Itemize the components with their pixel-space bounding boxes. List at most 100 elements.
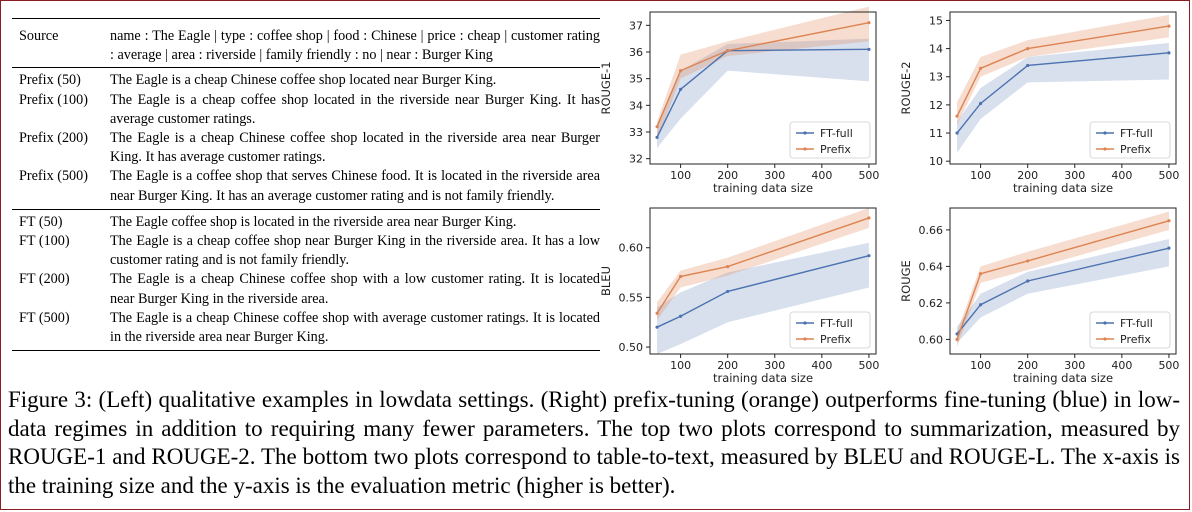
x-tick-label: 400 xyxy=(1111,169,1132,182)
x-tick-label: 300 xyxy=(1064,359,1085,372)
row-text: The Eagle is a cheap Chinese coffee shop… xyxy=(110,130,600,166)
row-text: The Eagle is a coffee shop that serves C… xyxy=(110,168,600,204)
table-row: Prefix (500) The Eagle is a coffee shop … xyxy=(12,167,600,205)
y-tick-label: 0.66 xyxy=(919,224,944,237)
examples-table: Source name : The Eagle | type : coffee … xyxy=(12,16,600,353)
legend-label: Prefix xyxy=(1120,333,1151,346)
row-label: Prefix (500) xyxy=(19,168,88,185)
x-tick-label: 100 xyxy=(670,359,691,372)
table-row: FT (100) The Eagle is a cheap coffee sho… xyxy=(12,232,600,270)
x-tick-label: 200 xyxy=(717,359,738,372)
data-point xyxy=(867,21,871,25)
legend-marker xyxy=(803,147,807,151)
plot-frame xyxy=(649,207,877,355)
confidence-band-prefix xyxy=(657,6,869,140)
data-point xyxy=(955,131,959,135)
x-tick-label: 100 xyxy=(970,169,991,182)
y-tick-label: 0.50 xyxy=(619,341,644,354)
table-row: FT (500) The Eagle is a cheap Chinese co… xyxy=(12,309,600,347)
row-text: The Eagle is a cheap coffee shop located… xyxy=(110,91,600,127)
row-text: The Eagle is a cheap coffee shop near Bu… xyxy=(110,233,600,269)
y-tick-label: 11 xyxy=(929,127,943,140)
data-point xyxy=(979,66,983,70)
x-axis-label: training data size xyxy=(713,371,813,385)
y-tick-label: 35 xyxy=(629,73,643,86)
legend-marker xyxy=(1103,321,1107,325)
y-tick-label: 37 xyxy=(629,19,643,32)
data-point xyxy=(1026,259,1030,263)
y-tick-label: 33 xyxy=(629,126,643,139)
series-line-prefix xyxy=(656,217,870,314)
chart-rouge-l: 100 200 300 400 500 0.60 0.62 0.64 0.66 training … xyxy=(899,207,1179,385)
confidence-band-prefix xyxy=(957,14,1169,125)
y-tick-label: 34 xyxy=(629,99,643,112)
y-tick-label: 10 xyxy=(929,155,943,168)
legend-label: Prefix xyxy=(1120,143,1151,156)
data-point xyxy=(679,314,683,318)
table-row: Prefix (200) The Eagle is a cheap Chines… xyxy=(12,129,600,167)
x-tick-label: 100 xyxy=(970,359,991,372)
data-point xyxy=(867,47,871,51)
prefix-group: Prefix (50) The Eagle is a cheap Chinese… xyxy=(12,70,600,206)
y-tick-label: 0.60 xyxy=(919,333,944,346)
y-tick-label: 13 xyxy=(929,71,943,84)
legend-label: Prefix xyxy=(820,333,851,346)
chart-rouge1: 100 200 300 400 500 32 33 34 35 36 37 training data… xyxy=(599,6,879,195)
data-point xyxy=(1026,279,1030,283)
confidence-band-ft-full xyxy=(657,242,869,354)
legend-marker xyxy=(1103,131,1107,135)
data-point xyxy=(955,114,959,118)
legend-marker xyxy=(803,337,807,341)
x-axis-label: training data size xyxy=(713,181,813,195)
row-text: The Eagle is a cheap Chinese coffee shop… xyxy=(110,309,600,346)
x-tick-label: 400 xyxy=(811,359,832,372)
data-point xyxy=(979,303,983,307)
x-axis-label: training data size xyxy=(1013,181,1113,195)
data-point xyxy=(655,325,659,329)
x-axis-label: training data size xyxy=(1013,371,1113,385)
x-tick-label: 300 xyxy=(1064,169,1085,182)
confidence-band-prefix xyxy=(957,211,1169,347)
table-rule xyxy=(12,208,600,210)
y-axis-label: BLEU xyxy=(599,266,613,296)
data-point xyxy=(867,254,871,258)
data-point xyxy=(1026,46,1030,51)
row-text: The Eagle is a cheap Chinese coffee shop… xyxy=(110,271,600,307)
table-row: Prefix (100) The Eagle is a cheap coffee… xyxy=(12,91,600,129)
plot-frame xyxy=(949,11,1177,165)
row-text: The Eagle coffee shop is located in the … xyxy=(110,213,517,230)
row-label: Prefix (100) xyxy=(19,91,88,108)
legend-label: FT-full xyxy=(1120,127,1153,140)
data-point xyxy=(1167,24,1171,28)
series-line-ft-full xyxy=(956,247,1170,335)
data-point xyxy=(1026,63,1030,68)
row-text: name : The Eagle | type : coffee shop | … xyxy=(110,28,600,64)
data-point xyxy=(726,264,730,269)
row-label: FT (200) xyxy=(19,271,70,288)
plot-frame xyxy=(949,207,1177,355)
x-tick-label: 100 xyxy=(670,169,691,182)
data-point xyxy=(655,125,659,129)
table-row: FT (50) The Eagle coffee shop is located… xyxy=(12,213,600,232)
row-label: Source xyxy=(19,28,59,44)
legend-marker xyxy=(1103,337,1107,341)
x-tick-label: 500 xyxy=(1158,169,1179,182)
chart-bleu: 100 200 300 400 500 0.50 0.55 0.60 training data… xyxy=(599,207,879,385)
table-row: Prefix (50) The Eagle is a cheap Chinese… xyxy=(12,71,600,90)
confidence-band-ft-full xyxy=(957,239,1169,344)
figure-caption: Figure 3: (Left) qualitative examples in… xyxy=(8,387,1180,498)
chart-rouge2: 100 200 300 400 500 10 11 12 13 14 15 training data… xyxy=(899,11,1179,195)
table-top-rule xyxy=(12,18,600,19)
data-point xyxy=(955,332,959,336)
ft-group: FT (50) The Eagle coffee shop is located… xyxy=(12,212,600,348)
data-point xyxy=(655,135,659,139)
data-point xyxy=(867,216,871,220)
data-point xyxy=(979,272,983,276)
y-tick-label: 0.64 xyxy=(919,260,944,273)
x-tick-label: 400 xyxy=(1111,359,1132,372)
y-tick-label: 14 xyxy=(929,43,943,56)
y-tick-label: 12 xyxy=(929,99,943,112)
x-tick-label: 500 xyxy=(858,359,879,372)
data-point xyxy=(726,289,730,294)
confidence-band-ft-full xyxy=(957,42,1169,153)
